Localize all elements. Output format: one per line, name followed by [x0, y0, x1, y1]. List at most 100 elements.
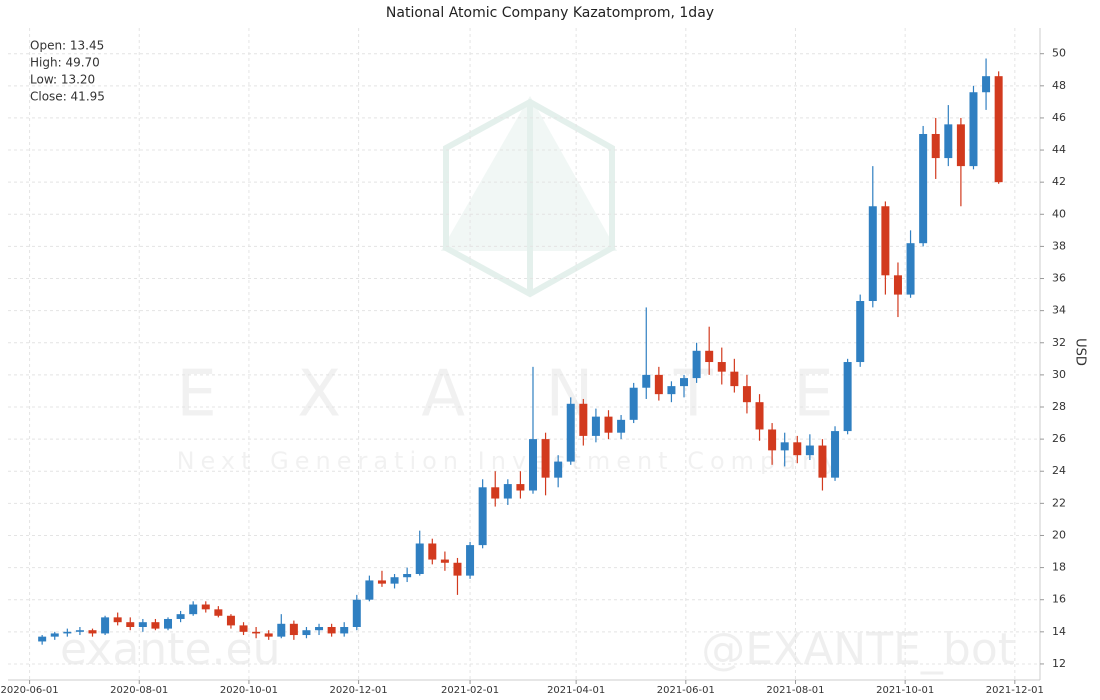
- candle-body: [453, 562, 462, 576]
- candle-body: [742, 386, 751, 403]
- candle-body: [226, 615, 235, 626]
- candle-body: [264, 633, 273, 637]
- x-tick-label: 2020-10-01: [220, 685, 278, 696]
- candle-body: [428, 543, 437, 560]
- y-tick-label: 50: [1052, 47, 1066, 60]
- candle-body: [252, 631, 261, 634]
- candle-body: [189, 604, 198, 615]
- y-tick-label: 26: [1052, 432, 1066, 445]
- candle-body: [831, 431, 840, 478]
- candle-body: [516, 484, 525, 491]
- x-tick-label: 2021-12-01: [986, 685, 1044, 696]
- y-axis-label: USD: [1073, 338, 1088, 366]
- candle-body: [214, 609, 223, 616]
- candle-body: [541, 439, 550, 478]
- candle-body: [88, 630, 97, 634]
- y-tick-label: 18: [1052, 561, 1066, 574]
- candle-body: [403, 574, 412, 578]
- candle-body: [377, 580, 386, 584]
- y-tick-label: 40: [1052, 207, 1066, 220]
- x-tick-label: 2021-06-01: [657, 685, 715, 696]
- y-tick-label: 44: [1052, 143, 1066, 156]
- y-tick-label: 38: [1052, 239, 1066, 252]
- candle-body: [75, 630, 84, 632]
- candle-body: [554, 461, 563, 478]
- candle-body: [705, 350, 714, 363]
- candle-body: [277, 623, 286, 637]
- candle-body: [906, 243, 915, 295]
- candle-body: [302, 630, 311, 636]
- candle-body: [478, 487, 487, 546]
- candle-body: [919, 133, 928, 244]
- y-tick-label: 28: [1052, 400, 1066, 413]
- candle-body: [617, 419, 626, 433]
- candle-body: [340, 627, 349, 634]
- candle-body: [566, 403, 575, 462]
- candle-body: [315, 627, 324, 631]
- candle-body: [289, 623, 298, 636]
- candle-body: [629, 387, 638, 420]
- candle-body: [768, 429, 777, 451]
- candle-body: [201, 604, 210, 610]
- y-tick-label: 42: [1052, 175, 1066, 188]
- y-tick-label: 34: [1052, 304, 1066, 317]
- x-tick-label: 2020-08-01: [110, 685, 168, 696]
- candle-body: [352, 599, 361, 628]
- y-tick-label: 20: [1052, 528, 1066, 541]
- y-tick-label: 36: [1052, 272, 1066, 285]
- candle-body: [440, 559, 449, 563]
- watermark: Next Generation Investment Company: [177, 447, 844, 475]
- candle-body: [780, 442, 789, 451]
- candle-body: [415, 543, 424, 575]
- candle-body: [881, 206, 890, 276]
- candle-body: [591, 416, 600, 436]
- y-tick-label: 46: [1052, 111, 1066, 124]
- candle-body: [680, 378, 689, 387]
- candle-body: [654, 374, 663, 395]
- candle-body: [38, 636, 47, 642]
- candle-body: [390, 577, 399, 584]
- candle-body: [893, 275, 902, 295]
- ohlc-info: Open: 13.45: [30, 39, 104, 53]
- x-tick-label: 2021-10-01: [876, 685, 934, 696]
- candle-body: [717, 362, 726, 372]
- candle-body: [931, 133, 940, 159]
- candle-body: [805, 445, 814, 456]
- candle-body: [491, 487, 500, 499]
- y-tick-label: 24: [1052, 464, 1066, 477]
- y-tick-label: 14: [1052, 625, 1066, 638]
- candle-body: [604, 416, 613, 433]
- candle-body: [956, 124, 965, 167]
- y-tick-label: 12: [1052, 657, 1066, 670]
- candle-body: [982, 76, 991, 93]
- candle-body: [466, 545, 475, 576]
- ohlc-info: Close: 41.95: [30, 90, 105, 104]
- candle-body: [151, 622, 160, 629]
- x-tick-label: 2020-06-01: [1, 685, 59, 696]
- candle-body: [667, 386, 676, 395]
- candle-body: [868, 206, 877, 302]
- ohlc-info: Low: 13.20: [30, 73, 95, 87]
- candle-body: [969, 92, 978, 167]
- candle-body: [579, 403, 588, 436]
- candle-body: [528, 439, 537, 491]
- candle-body: [994, 76, 1003, 183]
- candle-body: [755, 402, 764, 430]
- candle-body: [730, 371, 739, 387]
- candle-body: [856, 301, 865, 363]
- candle-body: [793, 442, 802, 456]
- candle-body: [164, 618, 173, 629]
- x-tick-label: 2021-02-01: [441, 685, 499, 696]
- y-tick-label: 16: [1052, 593, 1066, 606]
- candle-body: [138, 622, 147, 628]
- candle-body: [101, 617, 110, 634]
- candle-body: [843, 362, 852, 432]
- x-tick-label: 2021-08-01: [766, 685, 824, 696]
- candle-body: [327, 627, 336, 634]
- candle-body: [503, 484, 512, 499]
- candle-body: [818, 445, 827, 478]
- x-tick-label: 2021-04-01: [547, 685, 605, 696]
- candle-body: [113, 617, 122, 623]
- candle-body: [63, 631, 72, 634]
